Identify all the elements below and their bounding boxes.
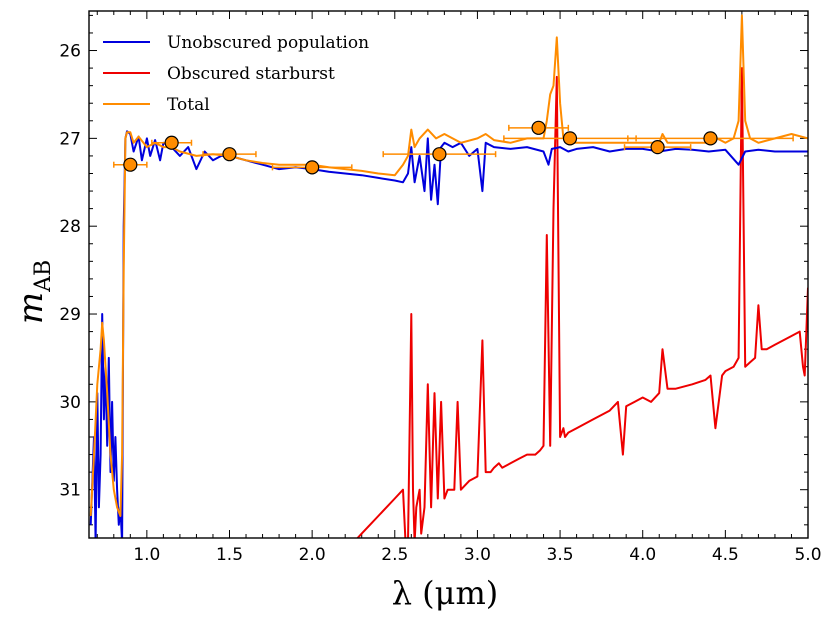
y-axis-label-sub: AB — [31, 260, 56, 293]
series-line-unobscured-population — [89, 130, 808, 538]
y-axis-label: mAB — [11, 260, 56, 324]
y-axis-label-main: m — [11, 292, 51, 324]
y-tick-label: 26 — [59, 42, 81, 62]
x-tick-label: 1.5 — [216, 545, 243, 565]
x-tick-label: 3.5 — [547, 545, 574, 565]
tick-labels: 1.0 1.5 2.0 2.5 3.0 3.5 4.0 4.5 5.0 26 27 28 29 30 31 — [59, 42, 821, 565]
y-tick-label: 30 — [59, 393, 81, 413]
photometry-point — [432, 147, 447, 162]
y-tick-label: 28 — [59, 217, 81, 237]
series-line-obscured-starburst — [356, 67, 808, 538]
photometry-point — [650, 140, 665, 155]
legend-label-total: Total — [167, 95, 210, 115]
x-tick-label: 3.0 — [464, 545, 491, 565]
x-tick-label: 1.0 — [133, 545, 160, 565]
x-tick-label: 4.5 — [712, 545, 739, 565]
axis-ticks — [89, 11, 809, 538]
photometry-point — [305, 160, 320, 175]
legend-label-obscured: Obscured starburst — [167, 64, 335, 84]
series-layer — [89, 14, 808, 538]
legend: Unobscured population Obscured starburst… — [103, 33, 369, 115]
x-axis-label: λ (μm) — [392, 574, 499, 612]
photometry-point — [164, 135, 179, 150]
series-line-total — [89, 14, 808, 517]
photometry-point — [123, 157, 138, 172]
y-tick-label: 27 — [59, 129, 81, 149]
x-tick-label: 4.0 — [629, 545, 656, 565]
x-tick-label: 2.0 — [299, 545, 326, 565]
plot-area — [89, 14, 808, 538]
x-tick-label: 5.0 — [794, 545, 821, 565]
photometry-point — [222, 147, 237, 162]
legend-label-unobscured: Unobscured population — [167, 33, 369, 53]
y-tick-label: 29 — [59, 305, 81, 325]
photometry-layer — [113, 120, 794, 175]
svg-text:mAB: mAB — [11, 260, 56, 324]
photometry-point — [531, 120, 546, 135]
y-tick-label: 31 — [59, 481, 81, 501]
plot-frame — [88, 10, 809, 539]
photometry-point — [703, 131, 718, 146]
photometry-point — [562, 131, 578, 146]
x-tick-label: 2.5 — [381, 545, 408, 565]
